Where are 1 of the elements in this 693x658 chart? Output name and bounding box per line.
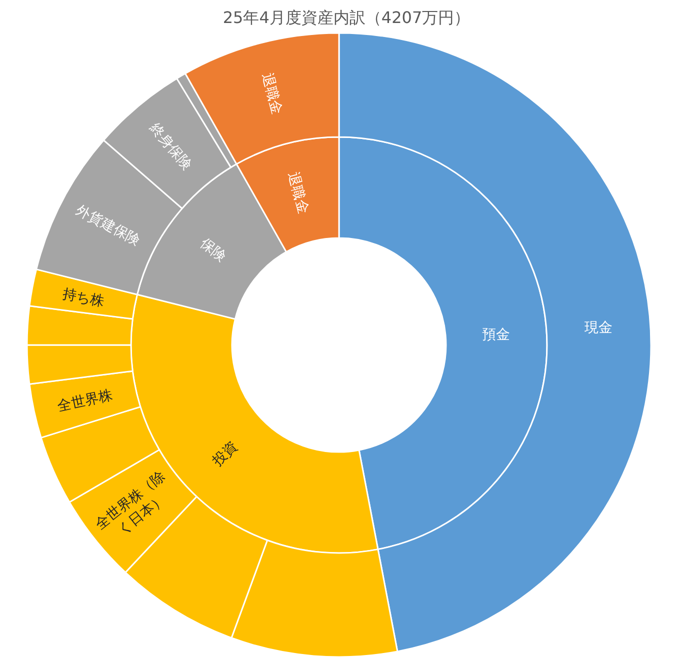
title: 25年4月度資産内訳（4207万円） — [222, 8, 470, 27]
